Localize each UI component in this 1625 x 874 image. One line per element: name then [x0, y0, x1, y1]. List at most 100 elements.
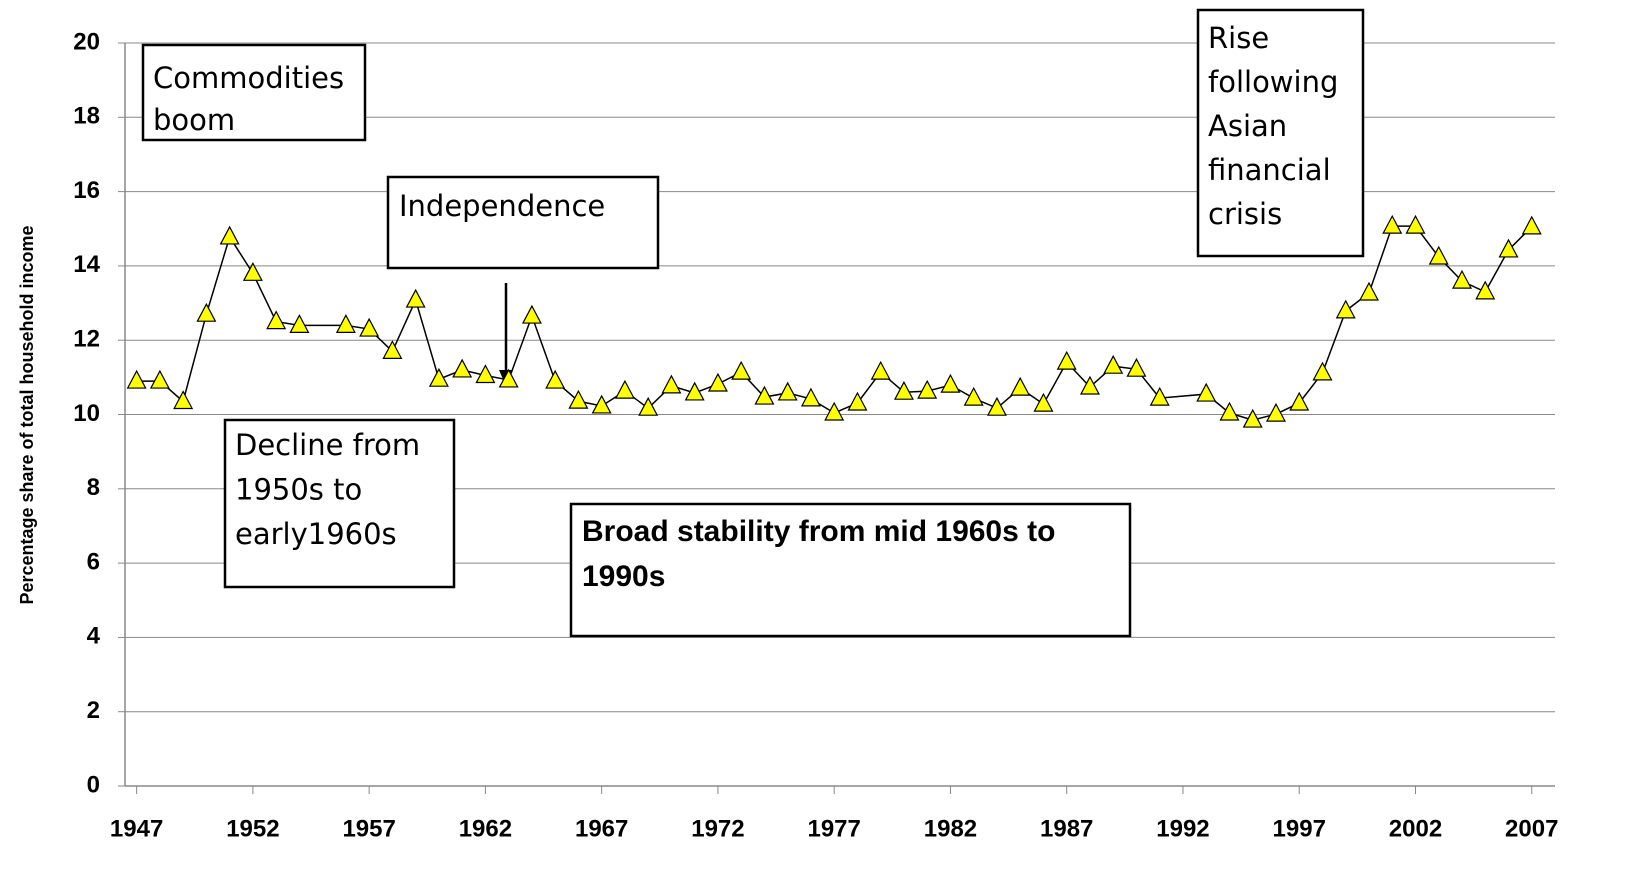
annotation-text: Rise [1208, 21, 1269, 55]
data-point [777, 381, 798, 401]
x-tick-label: 1947 [110, 815, 163, 842]
annotation-text: Asian [1208, 109, 1287, 143]
data-point [824, 401, 845, 421]
data-point [521, 304, 542, 324]
data-point [1335, 299, 1356, 319]
data-point [196, 302, 217, 322]
data-point [289, 314, 310, 333]
data-point [986, 396, 1007, 416]
x-tick-label: 1957 [342, 815, 395, 842]
data-point [1219, 401, 1240, 421]
y-tick-label: 16 [73, 177, 100, 204]
data-point [219, 225, 240, 245]
data-point [684, 381, 705, 401]
data-point [638, 396, 659, 416]
x-tick-label: 2007 [1505, 815, 1558, 842]
data-point [963, 386, 984, 406]
data-point [335, 314, 356, 333]
y-tick-label: 14 [73, 251, 100, 278]
data-point [940, 373, 961, 393]
data-point [173, 390, 194, 410]
y-axis-label: Percentage share of total household inco… [17, 225, 37, 604]
data-point [731, 360, 752, 380]
y-tick-label: 12 [73, 326, 100, 353]
data-point [614, 379, 635, 399]
y-tick-label: 0 [87, 771, 100, 798]
data-point [870, 360, 891, 380]
y-tick-label: 18 [73, 103, 100, 130]
x-tick-label: 1987 [1040, 815, 1093, 842]
annotation-text: Commodities [153, 61, 344, 95]
data-point [498, 368, 519, 388]
data-point [1265, 402, 1286, 422]
x-tick-label: 1972 [691, 815, 744, 842]
data-point [1451, 269, 1472, 289]
annotation-box [1196, 8, 1365, 258]
data-point [475, 364, 496, 384]
y-tick-label: 10 [73, 400, 100, 427]
data-point [1428, 245, 1449, 265]
x-tick-label: 1962 [459, 815, 512, 842]
y-tick-label: 6 [87, 548, 100, 575]
x-tick-label: 1997 [1273, 815, 1326, 842]
x-tick-label: 2002 [1389, 815, 1442, 842]
data-point [242, 262, 263, 281]
data-point [1103, 354, 1124, 374]
data-point [847, 391, 868, 411]
x-tick-label: 1977 [807, 815, 860, 842]
data-point [126, 369, 147, 389]
data-point [1475, 280, 1496, 300]
annotation-text: boom [153, 103, 235, 137]
y-tick-label: 2 [87, 697, 100, 724]
data-point [266, 310, 287, 330]
x-tick-label: 1982 [924, 815, 977, 842]
x-tick-label: 1992 [1156, 815, 1209, 842]
data-point [1126, 357, 1147, 377]
annotation-text: Decline from [235, 428, 420, 462]
annotation-text: 1950s to [235, 473, 362, 507]
data-point [405, 288, 426, 308]
data-point [428, 367, 449, 387]
data-point [568, 389, 589, 409]
annotation-box [569, 502, 1132, 638]
data-point [1149, 386, 1170, 406]
data-point [1498, 238, 1519, 258]
data-point [661, 374, 682, 394]
data-point [1242, 408, 1263, 428]
y-tick-label: 20 [73, 28, 100, 55]
data-point [545, 369, 566, 389]
data-point [359, 317, 380, 337]
annotation-text: following [1208, 65, 1338, 99]
data-point [452, 358, 473, 378]
data-point [1033, 392, 1054, 412]
x-tick-label: 1967 [575, 815, 628, 842]
annotation-text: Independence [399, 189, 605, 223]
annotation-text: 1990s [582, 560, 665, 593]
data-point [1312, 361, 1333, 381]
annotation-text: financial [1208, 153, 1331, 187]
annotation-box [223, 418, 456, 589]
data-point [1289, 391, 1310, 411]
x-tick-label: 1952 [226, 815, 279, 842]
data-point [1358, 281, 1379, 301]
annotation-box [386, 175, 660, 270]
data-point [1010, 376, 1031, 396]
data-point [1079, 375, 1100, 395]
data-point [1521, 215, 1542, 235]
data-point [893, 380, 914, 400]
data-point [707, 372, 728, 392]
annotation-text: early1960s [235, 517, 397, 551]
y-tick-label: 4 [87, 623, 101, 650]
data-point [754, 385, 775, 405]
y-tick-label: 8 [87, 474, 100, 501]
data-point [1196, 382, 1217, 402]
data-point [382, 340, 403, 359]
data-point [1056, 350, 1077, 370]
data-point [591, 394, 612, 414]
data-point [800, 387, 821, 407]
data-point [1405, 214, 1426, 234]
annotation-text: Broad stability from mid 1960s to [582, 515, 1055, 548]
data-point [917, 379, 938, 399]
annotation-text: crisis [1208, 197, 1282, 231]
